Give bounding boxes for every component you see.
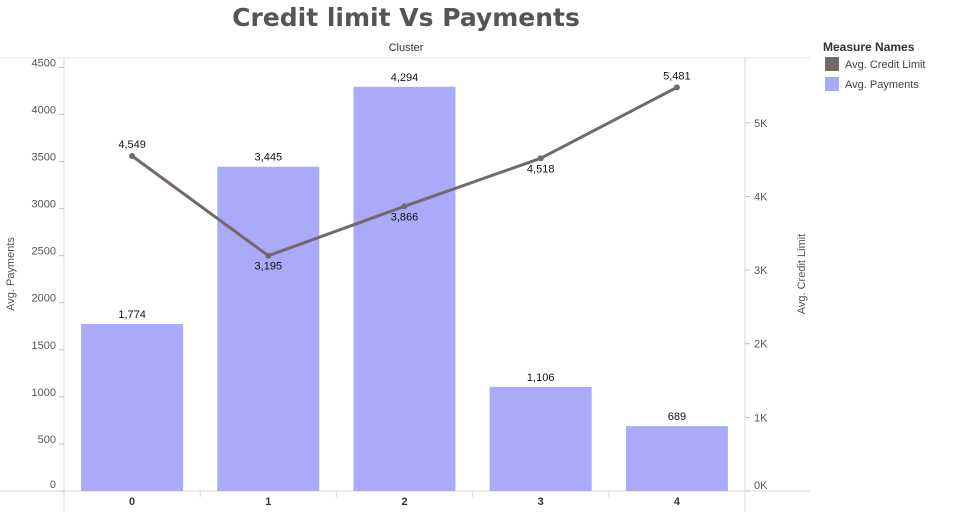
left-tick-label: 3500 <box>32 152 56 164</box>
x-tick-label: 1 <box>265 496 271 508</box>
left-tick-label: 4500 <box>32 57 56 69</box>
legend-label-payments: Avg. Payments <box>845 79 919 91</box>
left-tick-label: 3000 <box>32 199 56 211</box>
left-axis-ticks: 0 500 1000 1500 2000 2500 3000 3500 4000 4500 <box>32 57 64 492</box>
credit-limit-point-label: 4,518 <box>527 163 555 175</box>
credit-limit-point <box>537 155 544 162</box>
payments-bar-label: 4,294 <box>391 72 419 84</box>
payments-bar <box>81 324 184 491</box>
right-tick-label: 3K <box>754 265 768 277</box>
payments-bar-label: 3,445 <box>255 152 283 164</box>
payments-bar <box>353 86 456 492</box>
payments-bar <box>217 166 320 492</box>
data-labels: 1,774 3,445 4,294 1,106 689 4,549 3,195 3,866 4,… <box>118 70 690 423</box>
left-tick-label: 4000 <box>32 104 56 116</box>
right-tick-label: 1K <box>754 412 768 424</box>
credit-limit-point <box>673 84 680 91</box>
legend-title: Measure Names <box>823 40 915 54</box>
credit-limit-point-label: 4,549 <box>118 139 146 151</box>
right-tick-label: 4K <box>754 191 768 203</box>
chart-title: Credit limit Vs Payments <box>232 3 580 32</box>
credit-limit-point <box>265 252 272 259</box>
right-axis-ticks: 0K 1K 2K 3K 4K 5K <box>745 118 768 492</box>
payments-bar-label: 689 <box>668 411 686 423</box>
payments-bar-label: 1,774 <box>118 309 146 321</box>
right-tick-label: 2K <box>754 339 768 351</box>
credit-limit-point <box>129 153 136 160</box>
x-tick-label: 4 <box>674 496 681 508</box>
left-tick-label: 1500 <box>32 340 56 352</box>
legend-swatch-credit-limit <box>825 57 839 71</box>
chart-subtitle: Cluster <box>389 42 424 54</box>
credit-limit-point-label: 3,195 <box>255 261 283 273</box>
legend-swatch-payments <box>825 77 839 91</box>
x-tick-label: 0 <box>129 496 135 508</box>
x-axis-ticks: 0 1 2 3 4 <box>129 496 681 508</box>
right-axis-title: Avg. Credit Limit <box>796 234 808 315</box>
line-series <box>129 84 680 259</box>
bar-series <box>81 86 728 492</box>
right-tick-label: 5K <box>754 118 768 130</box>
x-tick-label: 3 <box>538 496 544 508</box>
credit-limit-point <box>401 203 408 210</box>
legend-label-credit-limit: Avg. Credit Limit <box>845 59 926 71</box>
payments-bar <box>625 426 728 491</box>
left-axis-title: Avg. Payments <box>5 237 17 311</box>
x-tick-label: 2 <box>401 496 407 508</box>
legend: Measure Names Avg. Credit Limit Avg. Pay… <box>823 40 926 91</box>
credit-limit-point-label: 5,481 <box>663 70 691 82</box>
left-tick-label: 500 <box>38 434 56 446</box>
left-tick-label: 0 <box>50 479 56 491</box>
payments-bar <box>489 386 592 491</box>
credit-limit-point-label: 3,866 <box>391 211 419 223</box>
payments-bar-label: 1,106 <box>527 372 555 384</box>
right-tick-label: 0K <box>754 480 768 492</box>
left-tick-label: 2000 <box>32 293 56 305</box>
left-tick-label: 2500 <box>32 246 56 258</box>
left-tick-label: 1000 <box>32 387 56 399</box>
